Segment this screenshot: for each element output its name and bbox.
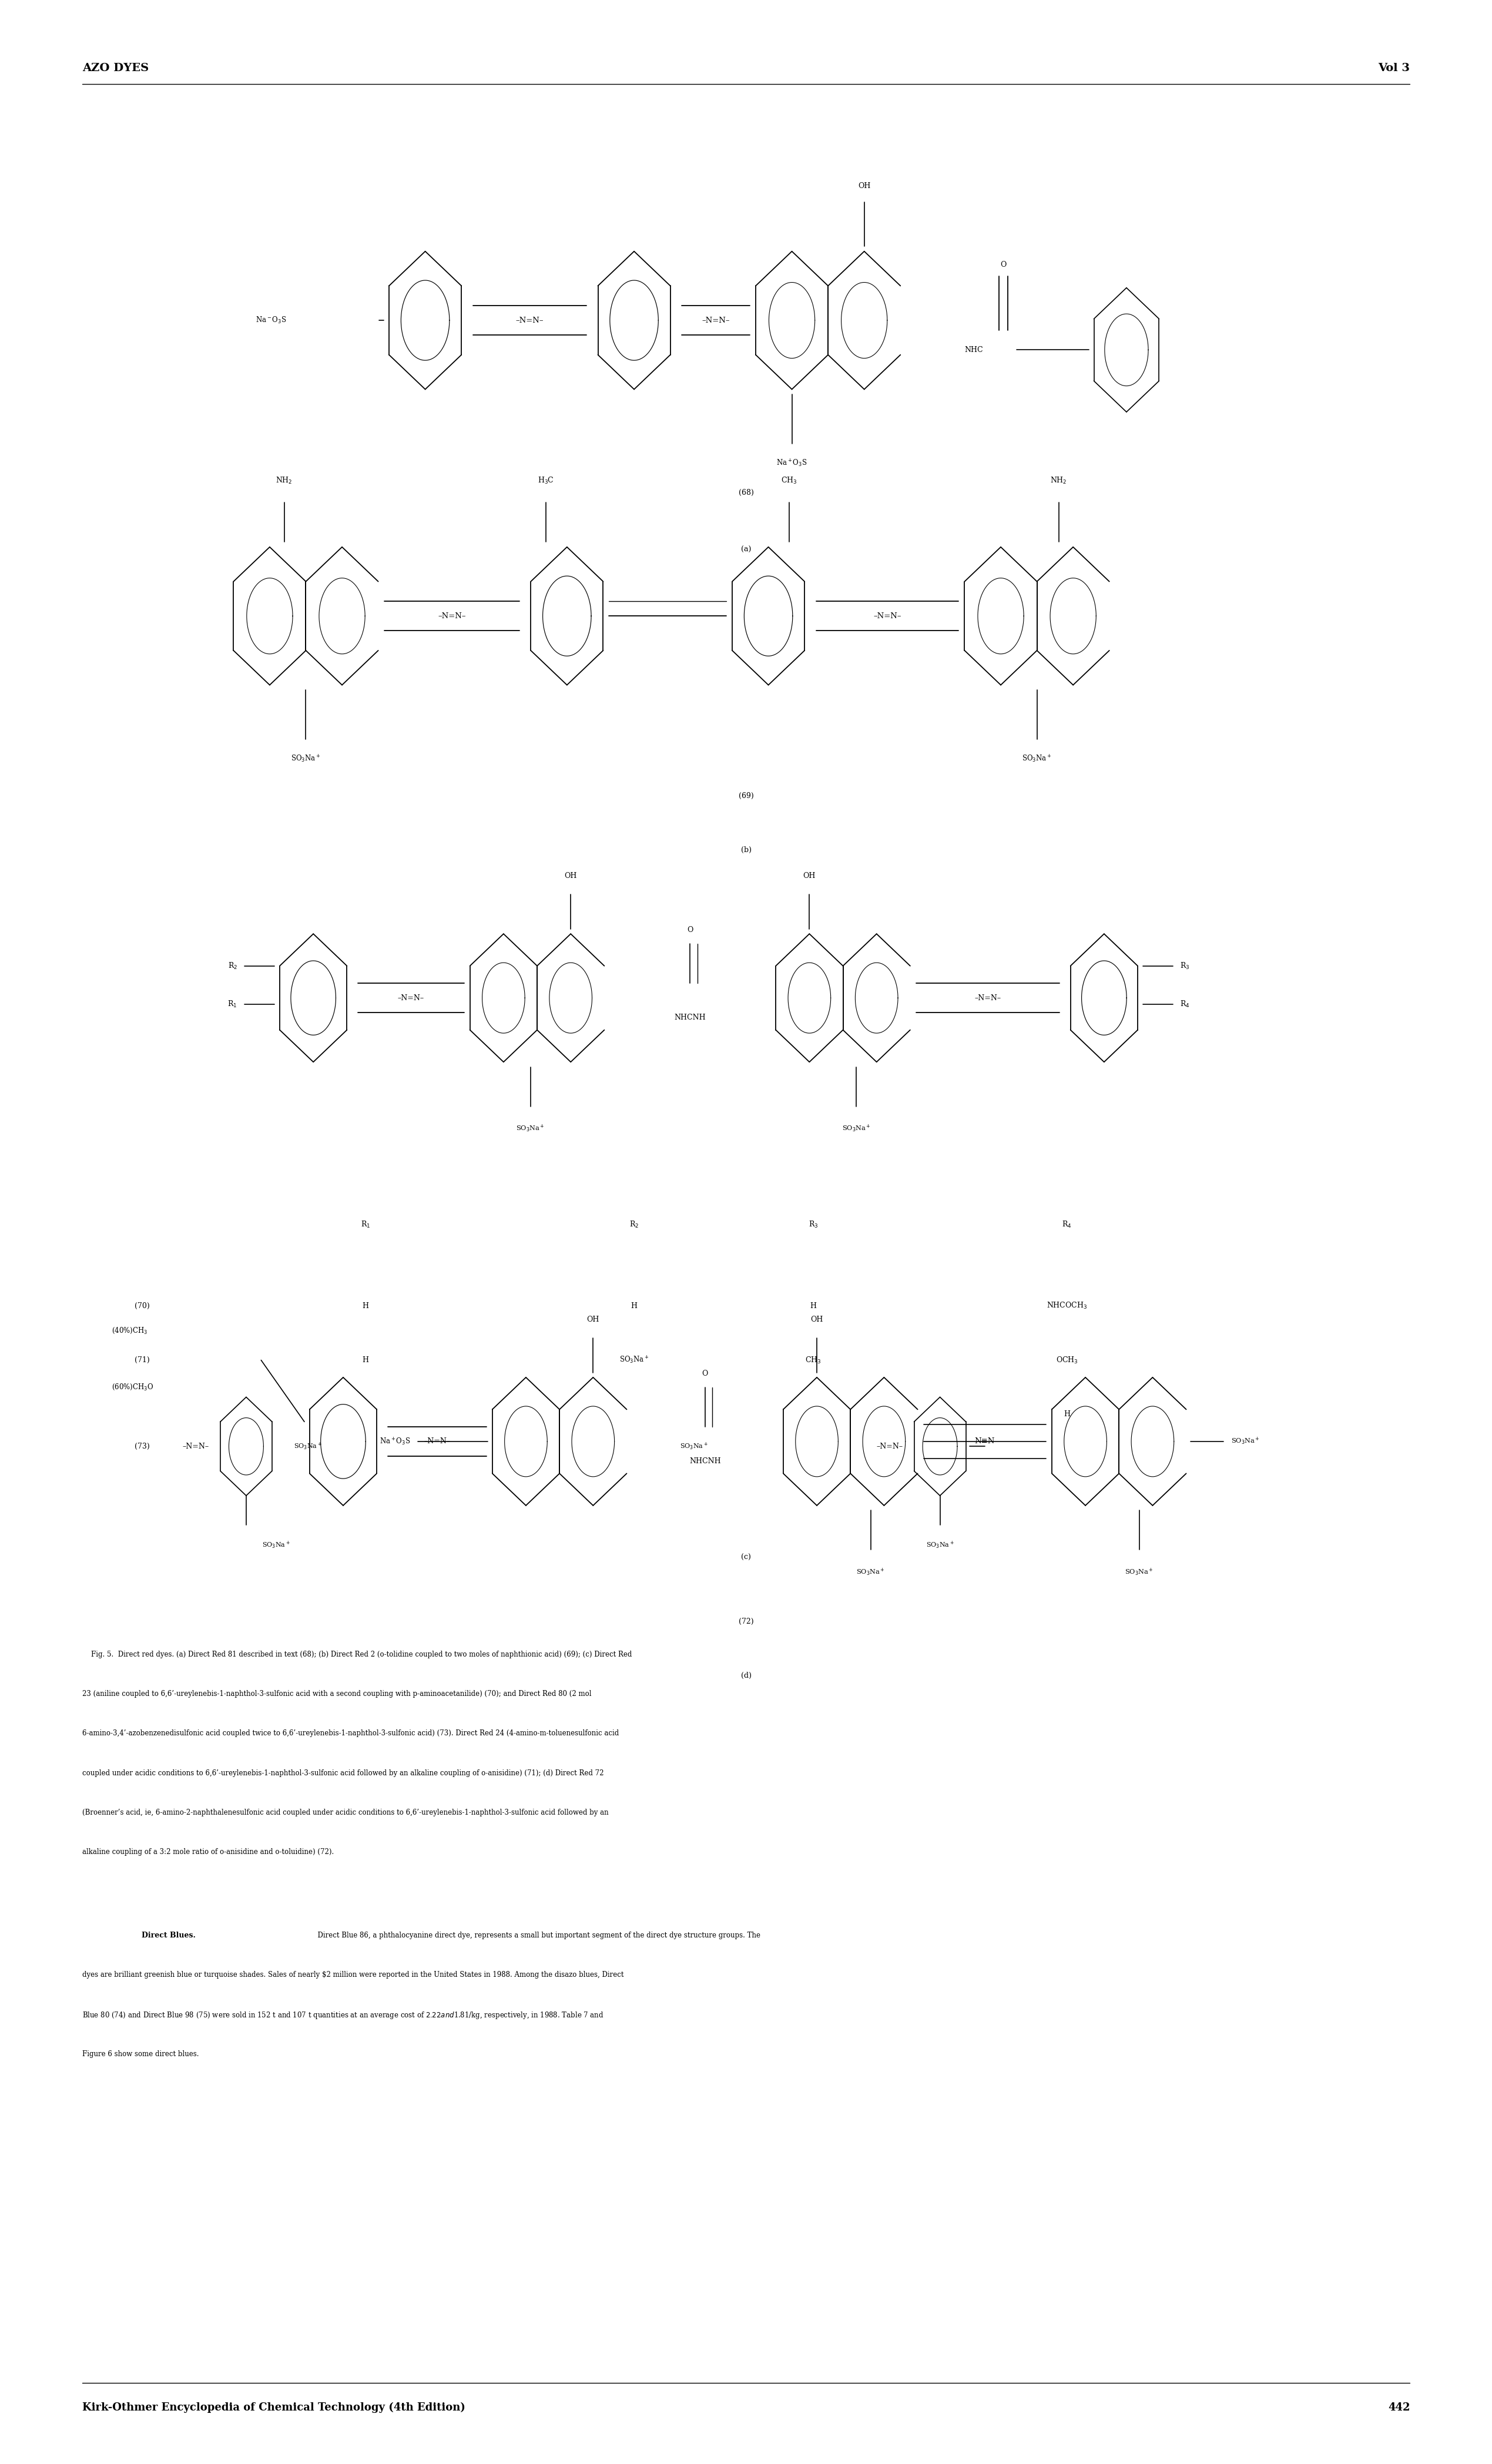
Text: Na$^-$O$_3$S: Na$^-$O$_3$S (255, 315, 286, 325)
Text: NHC: NHC (964, 345, 983, 355)
Text: R$_3$: R$_3$ (1180, 961, 1189, 971)
Text: R$_1$: R$_1$ (228, 1000, 237, 1010)
Text: (40%)CH$_3$: (40%)CH$_3$ (112, 1326, 148, 1335)
Text: AZO DYES: AZO DYES (82, 62, 149, 74)
Text: NHCNH: NHCNH (689, 1456, 721, 1466)
Text: Figure 6 show some direct blues.: Figure 6 show some direct blues. (82, 2050, 198, 2057)
Text: (70): (70) (134, 1301, 149, 1311)
Text: R$_4$: R$_4$ (1062, 1220, 1071, 1230)
Text: CH$_3$: CH$_3$ (782, 476, 797, 485)
Text: H: H (363, 1355, 369, 1365)
Text: (a): (a) (742, 545, 750, 554)
Text: (69): (69) (739, 791, 753, 801)
Text: –N=N–: –N=N– (424, 1437, 451, 1446)
Text: –N=N–: –N=N– (398, 993, 424, 1003)
Text: Kirk-Othmer Encyclopedia of Chemical Technology (4th Edition): Kirk-Othmer Encyclopedia of Chemical Tec… (82, 2402, 466, 2412)
Text: R$_2$: R$_2$ (228, 961, 237, 971)
Text: SO$_3$Na$^+$: SO$_3$Na$^+$ (1022, 754, 1052, 764)
Text: 6-amino-3,4’-azobenzenedisulfonic acid coupled twice to 6,6’-ureylenebis-1-napht: 6-amino-3,4’-azobenzenedisulfonic acid c… (82, 1730, 619, 1737)
Text: (Broenner’s acid, ie, 6-amino-2-naphthalenesulfonic acid coupled under acidic co: (Broenner’s acid, ie, 6-amino-2-naphthal… (82, 1809, 609, 1816)
Text: O: O (1000, 261, 1007, 269)
Text: alkaline coupling of a 3:2 mole ratio of o-anisidine and o-toluidine) (72).: alkaline coupling of a 3:2 mole ratio of… (82, 1848, 334, 1855)
Text: H: H (810, 1301, 816, 1311)
Text: SO$_3$Na$^+$: SO$_3$Na$^+$ (263, 1540, 289, 1550)
Text: O: O (701, 1370, 709, 1377)
Text: (71): (71) (134, 1355, 149, 1365)
Text: OH: OH (810, 1316, 824, 1323)
Text: –N=N–: –N=N– (516, 315, 543, 325)
Text: –N=N–: –N=N– (182, 1441, 209, 1451)
Text: OH: OH (586, 1316, 600, 1323)
Text: Direct Blues.: Direct Blues. (142, 1932, 195, 1939)
Text: Vol 3: Vol 3 (1379, 62, 1410, 74)
Text: –N=N–: –N=N– (974, 993, 1001, 1003)
Text: (60%)CH$_3$O: (60%)CH$_3$O (112, 1382, 154, 1392)
Text: NH$_2$: NH$_2$ (276, 476, 292, 485)
Text: SO$_3$Na$^+$: SO$_3$Na$^+$ (516, 1124, 545, 1133)
Text: NHCOCH$_3$: NHCOCH$_3$ (1046, 1301, 1088, 1311)
Text: Na$^+$O$_3$S: Na$^+$O$_3$S (776, 458, 807, 468)
Text: H: H (1064, 1409, 1070, 1419)
Text: SO$_3$Na$^+$: SO$_3$Na$^+$ (291, 754, 321, 764)
Text: SO$_3$Na$^+$: SO$_3$Na$^+$ (680, 1441, 707, 1451)
Text: 23 (aniline coupled to 6,6’-ureylenebis-1-naphthol-3-sulfonic acid with a second: 23 (aniline coupled to 6,6’-ureylenebis-… (82, 1690, 591, 1698)
Text: OH: OH (564, 872, 577, 880)
Text: H$_3$C: H$_3$C (539, 476, 554, 485)
Text: OH: OH (858, 182, 870, 190)
Text: –N=N–: –N=N– (701, 315, 730, 325)
Text: (d): (d) (740, 1671, 752, 1680)
Text: NH$_2$: NH$_2$ (1050, 476, 1067, 485)
Text: H: H (631, 1301, 637, 1311)
Text: Blue 80 (74) and Direct Blue 98 (75) were sold in 152 t and 107 t quantities at : Blue 80 (74) and Direct Blue 98 (75) wer… (82, 2011, 604, 2020)
Text: 442: 442 (1388, 2402, 1410, 2412)
Text: R$_3$: R$_3$ (809, 1220, 818, 1230)
Text: Fig. 5.  Direct red dyes. (a) Direct Red 81 described in text (68); (b) Direct R: Fig. 5. Direct red dyes. (a) Direct Red … (82, 1651, 631, 1658)
Text: SO$_3$Na$^+$: SO$_3$Na$^+$ (927, 1540, 953, 1550)
Text: Direct Blue 86, a phthalocyanine direct dye, represents a small but important se: Direct Blue 86, a phthalocyanine direct … (313, 1932, 761, 1939)
Text: (b): (b) (740, 845, 752, 855)
Text: SO$_3$Na$^+$: SO$_3$Na$^+$ (841, 1124, 871, 1133)
Text: Na$^+$O$_3$S: Na$^+$O$_3$S (379, 1437, 410, 1446)
Text: SO$_3$Na$^+$: SO$_3$Na$^+$ (294, 1441, 322, 1451)
Text: (72): (72) (739, 1616, 753, 1626)
Text: SO$_3$Na$^+$: SO$_3$Na$^+$ (619, 1355, 649, 1365)
Text: coupled under acidic conditions to 6,6’-ureylenebis-1-naphthol-3-sulfonic acid f: coupled under acidic conditions to 6,6’-… (82, 1769, 604, 1777)
Text: dyes are brilliant greenish blue or turquoise shades. Sales of nearly $2 million: dyes are brilliant greenish blue or turq… (82, 1971, 624, 1979)
Text: (c): (c) (742, 1552, 750, 1562)
Text: O: O (686, 926, 694, 934)
Text: SO$_3$Na$^+$: SO$_3$Na$^+$ (1125, 1567, 1153, 1577)
Text: R$_4$: R$_4$ (1180, 1000, 1191, 1010)
Text: –N=N–: –N=N– (873, 611, 901, 621)
Text: CH$_3$: CH$_3$ (806, 1355, 821, 1365)
Text: (73): (73) (134, 1441, 149, 1451)
Text: H: H (363, 1301, 369, 1311)
Text: (68): (68) (739, 488, 753, 498)
Text: SO$_3$Na$^+$: SO$_3$Na$^+$ (856, 1567, 885, 1577)
Text: SO$_3$Na$^+$: SO$_3$Na$^+$ (1231, 1437, 1259, 1446)
Text: NHCNH: NHCNH (674, 1013, 706, 1023)
Text: –N=N–: –N=N– (437, 611, 466, 621)
Text: R$_1$: R$_1$ (361, 1220, 370, 1230)
Text: –N=N–: –N=N– (876, 1441, 903, 1451)
Text: OH: OH (803, 872, 816, 880)
Text: OCH$_3$: OCH$_3$ (1056, 1355, 1077, 1365)
Text: R$_2$: R$_2$ (630, 1220, 639, 1230)
Text: N≡N: N≡N (974, 1437, 995, 1446)
